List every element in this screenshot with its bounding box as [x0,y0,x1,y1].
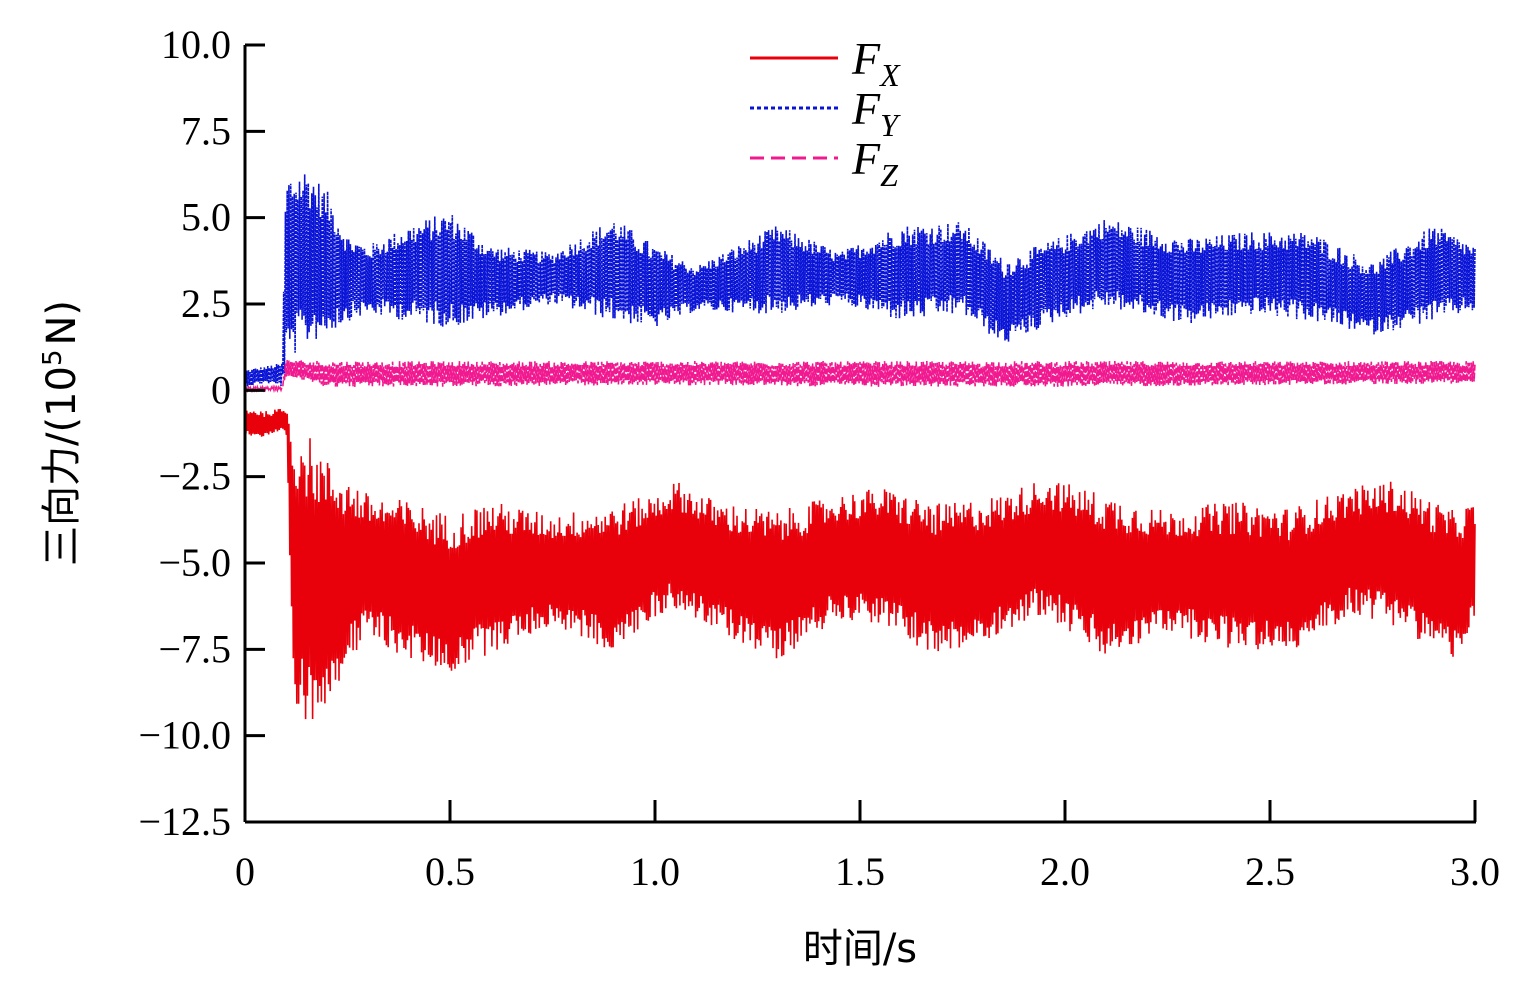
legend-label-base: F [851,133,881,184]
legend-label-subscript: Y [880,107,901,143]
legend-label: FZ [851,133,899,193]
y-axis-title-prefix: 三向力/(10 [39,366,85,566]
y-ticks: 10.0 7.5 5.0 2.5 0 −2.5 −5.0 −7.5 −10.0 −12.5 [138,22,265,844]
y-tick-label: −12.5 [138,799,231,844]
x-tick-label: 2.0 [1040,849,1090,894]
legend-label: FX [851,33,901,93]
x-tick-label: 1.5 [835,849,885,894]
series-line-fx [245,408,1476,720]
legend-label: FY [851,83,901,143]
y-axis-title: 三向力/(105 N) [38,300,85,566]
x-ticks: 0 0.5 1.0 1.5 2.0 2.5 3.0 [235,800,1500,894]
x-axis-title: 时间/s [803,926,917,972]
y-tick-label: −10.0 [138,713,231,758]
y-tick-label: −5.0 [158,540,231,585]
y-axis-title-suffix: N) [39,300,85,346]
legend-label-subscript: Z [880,157,899,193]
y-tick-label: 0 [211,367,231,412]
x-tick-label: 0.5 [425,849,475,894]
x-tick-label: 2.5 [1245,849,1295,894]
series-line-fy [245,174,1476,387]
legend-label-subscript: X [878,57,901,93]
x-tick-label: 0 [235,849,255,894]
legend-label-base: F [851,83,881,134]
y-tick-label: −7.5 [158,626,231,671]
y-tick-label: 7.5 [181,108,231,153]
y-tick-label: 2.5 [181,281,231,326]
x-tick-label: 3.0 [1450,849,1500,894]
y-axis-title-exponent: 5 [38,350,68,367]
axes: 10.0 7.5 5.0 2.5 0 −2.5 −5.0 −7.5 −10.0 −12.5 0 0.… [138,22,1500,894]
y-tick-label: 10.0 [161,22,231,67]
series-layer [245,174,1476,720]
y-tick-label: 5.0 [181,195,231,240]
y-tick-label: −2.5 [158,454,231,499]
series-line-fz [245,359,1476,394]
x-tick-label: 1.0 [630,849,680,894]
legend-label-base: F [851,33,881,84]
